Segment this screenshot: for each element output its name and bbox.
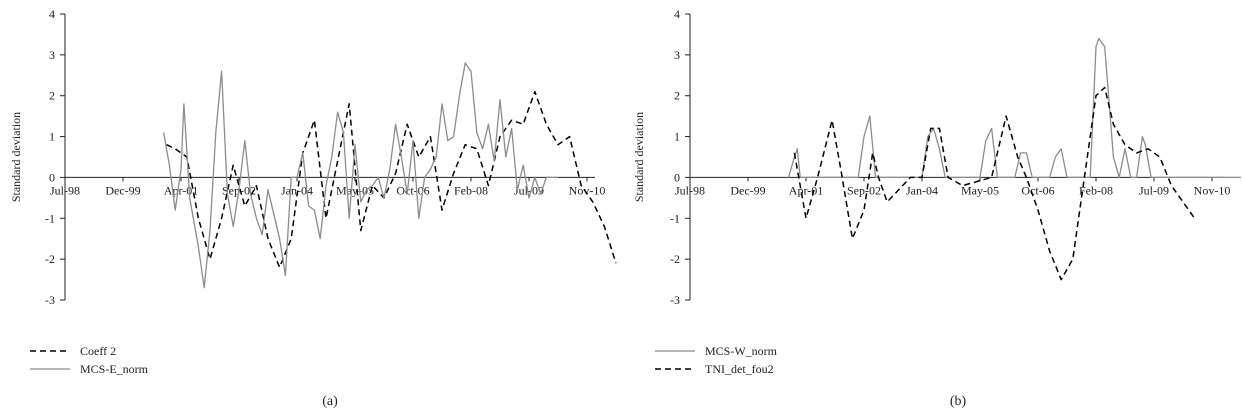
chart-panel-b: -3 -2 -1 0 1 2 3 4 Jul-98 Dec-99 Apr-01 Sep-02 Jan-0… (632, 7, 1241, 409)
x-tick-label: Nov-10 (1194, 183, 1231, 197)
y-tick-label: -2 (45, 252, 55, 266)
x-tick-label: Jul-98 (675, 183, 705, 197)
x-tick-label: Dec-99 (730, 183, 765, 197)
panel-caption: (b) (950, 394, 967, 409)
x-tick-label: Oct-06 (396, 183, 429, 197)
x-tick-label: Dec-99 (105, 183, 140, 197)
x-tick-label: Jan-04 (906, 183, 938, 197)
x-tick-label: May-05 (961, 183, 999, 197)
y-tick-label: -1 (670, 211, 680, 225)
x-tick-label: Apr-01 (789, 183, 823, 197)
x-tick-label: May-05 (336, 183, 374, 197)
y-tick-label: 1 (674, 130, 680, 144)
x-tick-label: Sep-02 (847, 183, 881, 197)
y-tick-label: -2 (670, 252, 680, 266)
series-line-mcs-e-norm (162, 62, 558, 289)
y-tick-label: 3 (49, 48, 55, 62)
y-tick-label: 2 (49, 89, 55, 103)
y-tick-label: 3 (674, 48, 680, 62)
y-tick-label: -3 (45, 293, 55, 307)
y-tick-label: -1 (45, 211, 55, 225)
x-tick-label: Feb-08 (454, 183, 488, 197)
y-tick-label: 4 (674, 7, 680, 21)
legend-label: Coeff 2 (80, 344, 116, 358)
legend-label: TNI_det_fou2 (705, 362, 774, 376)
y-tick-label: 0 (674, 170, 680, 184)
legend-label: MCS-W_norm (705, 344, 778, 358)
x-tick-label: Feb-08 (1079, 183, 1113, 197)
x-tick-label: Jul-09 (1139, 183, 1169, 197)
x-tick-label: Jul-98 (50, 183, 80, 197)
series-line-coeff-2 (166, 90, 617, 269)
y-tick-label: 1 (49, 130, 55, 144)
y-tick-label: -3 (670, 293, 680, 307)
x-tick-label: Jul-09 (514, 183, 544, 197)
series-line-tni-det-fou2 (793, 86, 1196, 281)
y-axis-label: Standard deviation (9, 112, 23, 202)
x-tick-label: Nov-10 (569, 183, 606, 197)
legend-label: MCS-E_norm (80, 362, 149, 376)
x-tick-label: Oct-06 (1021, 183, 1054, 197)
y-tick-label: 4 (49, 7, 55, 21)
series-line-mcs-w-norm (787, 37, 1241, 179)
panel-caption: (a) (322, 394, 338, 409)
x-tick-label: Apr-01 (164, 183, 198, 197)
y-tick-label: 0 (49, 170, 55, 184)
y-tick-label: 2 (674, 89, 680, 103)
y-axis-label: Standard deviation (632, 112, 646, 202)
